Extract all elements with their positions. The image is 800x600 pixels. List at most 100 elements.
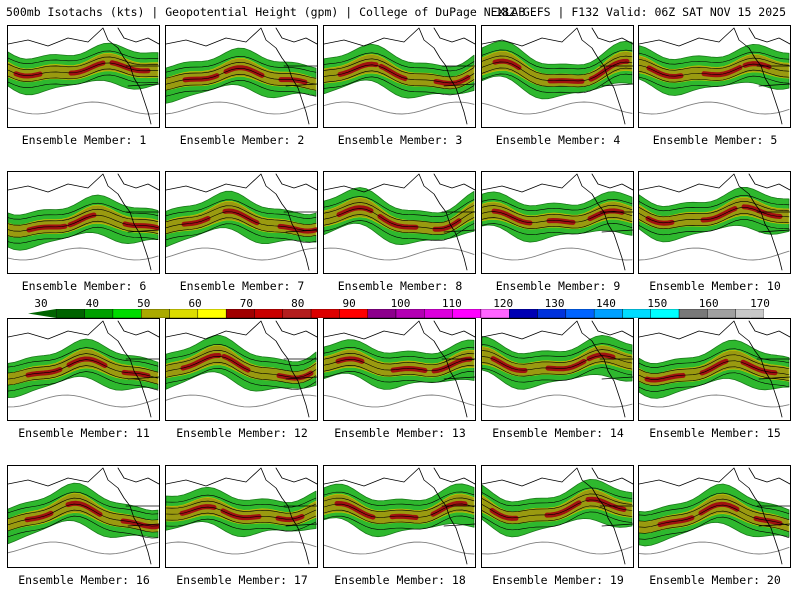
jet-stream-map <box>8 320 159 418</box>
coastline-borders <box>8 320 159 418</box>
jet-stream-map <box>639 27 790 125</box>
height-contour-south <box>639 247 790 261</box>
height-contour <box>8 515 159 539</box>
height-contour <box>482 493 633 513</box>
jet-stream-map <box>166 467 317 565</box>
jet-stream-map <box>166 27 317 125</box>
ensemble-member-label: Ensemble Member: 19 <box>492 573 624 587</box>
height-contour-south <box>8 247 159 261</box>
colorbar-swatch <box>480 309 510 318</box>
colorbar-swatch <box>650 309 680 318</box>
height-contour-south <box>482 101 633 115</box>
height-contour <box>166 350 317 372</box>
height-contour <box>482 73 633 94</box>
ensemble-member-label: Ensemble Member: 9 <box>495 279 621 293</box>
height-contour-south <box>639 394 790 408</box>
height-contour <box>8 371 159 392</box>
height-contour <box>639 504 790 528</box>
colorbar-swatch <box>707 309 736 318</box>
coastline-borders <box>324 320 475 418</box>
jet-stream-map <box>166 173 317 271</box>
ensemble-member-label: Ensemble Member: 7 <box>179 279 305 293</box>
colorbar-arrow-left <box>28 309 57 318</box>
height-contour <box>482 487 633 507</box>
height-contour <box>482 349 633 365</box>
ensemble-panel <box>7 171 160 274</box>
colorbar-tick-label: 30 <box>34 297 48 310</box>
jet-band-core <box>8 52 159 83</box>
height-contour <box>324 347 475 360</box>
height-contour-south <box>166 247 317 261</box>
colorbar-swatch <box>339 309 368 318</box>
ensemble-panel <box>323 25 476 128</box>
jet-stream-map <box>482 320 633 418</box>
colorbar-swatch <box>537 309 567 318</box>
height-contour <box>324 359 475 372</box>
ensemble-panel <box>165 318 318 421</box>
ensemble-member-label: Ensemble Member: 14 <box>492 426 624 440</box>
height-contour-south <box>639 101 790 115</box>
coastline-borders <box>639 320 790 418</box>
coastline-borders <box>324 27 475 125</box>
height-contour <box>8 208 159 226</box>
ensemble-panel <box>165 465 318 568</box>
ensemble-panel <box>7 25 160 128</box>
colorbar-tick-label: 50 <box>137 297 151 310</box>
jet-max-streak <box>547 78 585 84</box>
height-contour <box>8 503 159 527</box>
colorbar-swatch <box>395 309 425 318</box>
height-contour <box>324 196 475 218</box>
height-contour-south <box>324 541 475 555</box>
height-contour <box>639 354 790 374</box>
height-contour <box>639 201 790 218</box>
height-contour <box>639 51 790 65</box>
colorbar-tick-label: 60 <box>188 297 202 310</box>
height-contour <box>166 494 317 508</box>
colorbar-swatch <box>169 309 199 318</box>
height-contour <box>8 202 159 220</box>
height-contour <box>639 360 790 380</box>
height-contour <box>166 55 317 73</box>
jet-stream-map <box>482 27 633 125</box>
jet-max-streak <box>645 215 675 226</box>
jet-stream-map <box>482 467 633 565</box>
height-contour-south <box>324 101 475 115</box>
height-contour <box>324 491 475 506</box>
height-contour <box>482 499 633 519</box>
height-contour <box>8 226 159 244</box>
height-contour <box>324 76 475 96</box>
jet-stream-map <box>639 320 790 418</box>
colorbar-tick-label: 100 <box>390 297 411 310</box>
height-contour-south <box>482 247 633 261</box>
coastline-borders <box>324 467 475 565</box>
height-contour <box>8 509 159 533</box>
jet-max-streak <box>336 205 374 218</box>
jet-stream-map <box>324 320 475 418</box>
height-contour <box>166 500 317 514</box>
ensemble-member-label: Ensemble Member: 4 <box>495 133 621 147</box>
height-contour <box>8 220 159 238</box>
ensemble-panel <box>638 25 791 128</box>
height-contour <box>482 204 633 217</box>
jet-stream-map <box>482 173 633 271</box>
ensemble-panel <box>638 171 791 274</box>
height-contour <box>482 355 633 371</box>
height-contour <box>166 61 317 79</box>
height-contour <box>8 491 159 515</box>
colorbar-swatch <box>424 309 453 318</box>
height-contour <box>166 79 317 97</box>
height-contour-south <box>166 101 317 115</box>
coastline-borders <box>166 27 317 125</box>
jet-band-core <box>324 493 475 525</box>
colorbar-swatch <box>593 309 623 318</box>
colorbar-swatch <box>141 309 170 318</box>
height-contour <box>482 222 633 235</box>
height-contour <box>324 353 475 366</box>
colorbar-swatch <box>622 309 651 318</box>
ensemble-member-label: Ensemble Member: 6 <box>21 279 147 293</box>
jet-max-streak <box>66 356 108 369</box>
coastline-borders <box>166 320 317 418</box>
jet-stream-map <box>324 173 475 271</box>
height-contour <box>324 509 475 524</box>
colorbar-arrow-right <box>749 309 764 318</box>
